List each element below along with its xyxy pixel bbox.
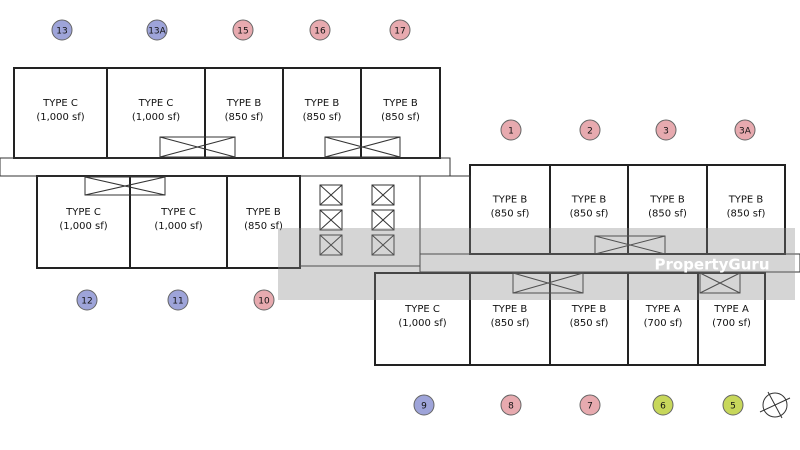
units: TYPE C (1,000 sf) TYPE C (1,000 sf) TYPE B (8…	[13, 67, 786, 366]
unit-number: 3A	[739, 127, 752, 137]
unit-badge	[500, 394, 522, 416]
unit-number: 7	[587, 402, 593, 412]
unit-badge	[413, 394, 435, 416]
unit-area: (850 sf)	[648, 209, 687, 220]
unit-number: 16	[314, 27, 326, 37]
unit-number: 5	[730, 402, 736, 412]
unit-badge	[579, 119, 601, 141]
unit-area: (1,000 sf)	[398, 318, 446, 329]
unit-badge	[652, 394, 674, 416]
unit-number: 8	[508, 402, 514, 412]
unit-badge	[389, 19, 411, 41]
unit-type: TYPE B	[226, 98, 262, 109]
unit-type: TYPE B	[492, 195, 528, 206]
unit-type: TYPE B	[728, 195, 764, 206]
unit-number: 10	[258, 297, 270, 307]
unit-number: 9	[421, 402, 427, 412]
unit-number: 1	[508, 127, 514, 137]
unit-type: TYPE C	[138, 98, 174, 109]
unit-badge	[500, 119, 522, 141]
unit-number: 6	[660, 402, 666, 412]
unit-number: 15	[237, 27, 248, 37]
watermark: PropertyGuru	[654, 256, 769, 274]
compass	[759, 391, 791, 419]
unit-number: 11	[172, 297, 183, 307]
unit-type: TYPE B	[649, 195, 685, 206]
unit-number: 12	[81, 297, 92, 307]
unit-type: TYPE B	[571, 304, 607, 315]
unit-type: TYPE B	[304, 98, 340, 109]
unit-area: (700 sf)	[644, 318, 683, 329]
unit-badge	[253, 289, 275, 311]
unit-area: (850 sf)	[570, 318, 609, 329]
unit-area: (1,000 sf)	[154, 221, 202, 232]
unit-badge	[655, 119, 677, 141]
unit-area: (850 sf)	[491, 318, 530, 329]
watermark-band	[278, 228, 795, 300]
unit-badge	[722, 394, 744, 416]
unit-badge	[309, 19, 331, 41]
unit-area: (1,000 sf)	[59, 221, 107, 232]
unit-type: TYPE C	[160, 207, 196, 218]
unit-number: 13A	[148, 27, 166, 37]
unit-number: 13	[56, 27, 67, 37]
unit-type: TYPE C	[404, 304, 440, 315]
unit-type: TYPE C	[65, 207, 101, 218]
unit-number: 3	[663, 127, 669, 137]
unit-area: (850 sf)	[570, 209, 609, 220]
unit-number: 2	[587, 127, 593, 137]
unit-area: (700 sf)	[712, 318, 751, 329]
unit-badge	[232, 19, 254, 41]
unit-type: TYPE A	[713, 304, 749, 315]
unit-badge	[146, 19, 168, 41]
unit-area: (850 sf)	[727, 209, 766, 220]
unit-area: (1,000 sf)	[36, 112, 84, 123]
unit-badge	[734, 119, 756, 141]
unit-area: (850 sf)	[244, 221, 283, 232]
unit-area: (850 sf)	[491, 209, 530, 220]
unit-badge	[579, 394, 601, 416]
corridor	[0, 157, 451, 177]
unit-badge	[76, 289, 98, 311]
lifts	[84, 136, 741, 294]
core	[419, 175, 471, 255]
unit-area: (850 sf)	[225, 112, 264, 123]
unit-type: TYPE B	[382, 98, 418, 109]
unit-area: (1,000 sf)	[132, 112, 180, 123]
unit-type: TYPE A	[645, 304, 681, 315]
unit-type: TYPE B	[492, 304, 528, 315]
unit-badge	[51, 19, 73, 41]
unit-type: TYPE C	[42, 98, 78, 109]
unit-area: (850 sf)	[303, 112, 342, 123]
unit-badge	[167, 289, 189, 311]
unit-type: TYPE B	[571, 195, 607, 206]
unit-area: (850 sf)	[381, 112, 420, 123]
unit-number: 17	[394, 27, 405, 37]
unit-type: TYPE B	[245, 207, 281, 218]
